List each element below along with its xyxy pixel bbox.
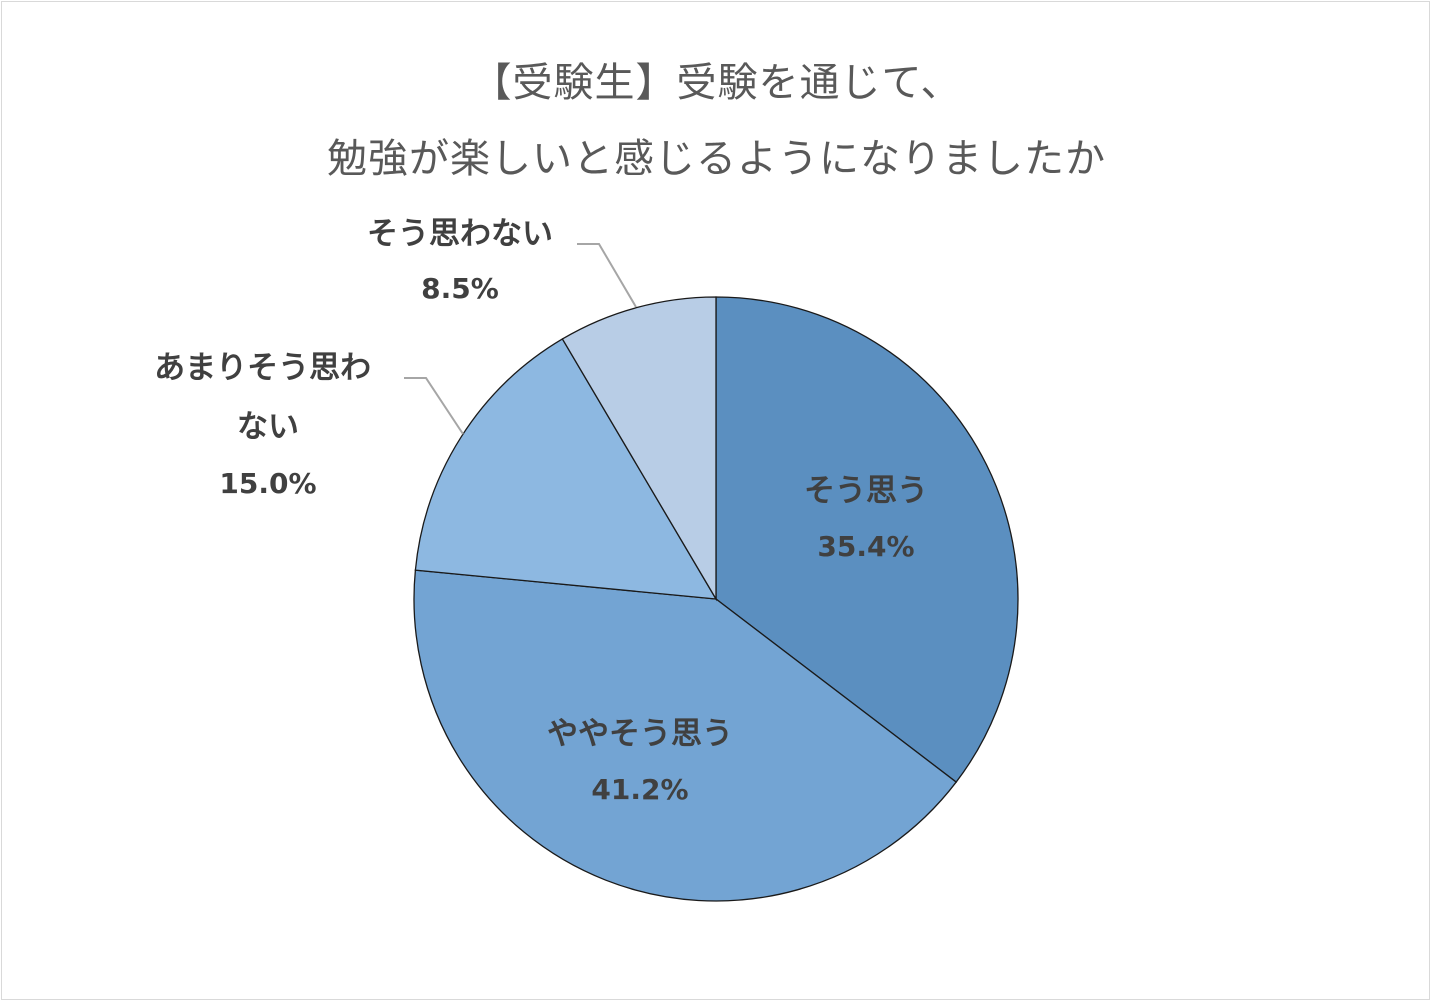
chart-title-line-2: 勉強が楽しいと感じるようになりましたか <box>327 136 1106 182</box>
leader-line-strongly-disagree <box>577 243 637 308</box>
slice-label-somewhat-disagree: あまりそう思わ ない <box>154 350 382 445</box>
slice-somewhat-agree <box>413 569 958 902</box>
slice-value-agree: 35.4% <box>817 530 914 563</box>
slice-value-strongly-disagree: 8.5% <box>421 272 499 305</box>
pie-slices <box>413 296 1019 902</box>
slice-value-somewhat-disagree: 15.0% <box>219 467 316 500</box>
slice-value-somewhat-agree: 41.2% <box>591 773 688 806</box>
slice-label-agree: そう思う <box>804 473 928 509</box>
leader-line-somewhat-disagree <box>404 377 464 435</box>
chart-title-line-1: 【受験生】受験を通じて、 <box>471 60 962 106</box>
slice-strongly-disagree <box>561 296 717 602</box>
slice-somewhat-disagree <box>414 338 718 600</box>
slice-label-somewhat-agree: ややそう思う <box>547 716 733 752</box>
slice-agree <box>715 296 1019 783</box>
slice-label-strongly-disagree: そう思わない <box>367 216 553 252</box>
